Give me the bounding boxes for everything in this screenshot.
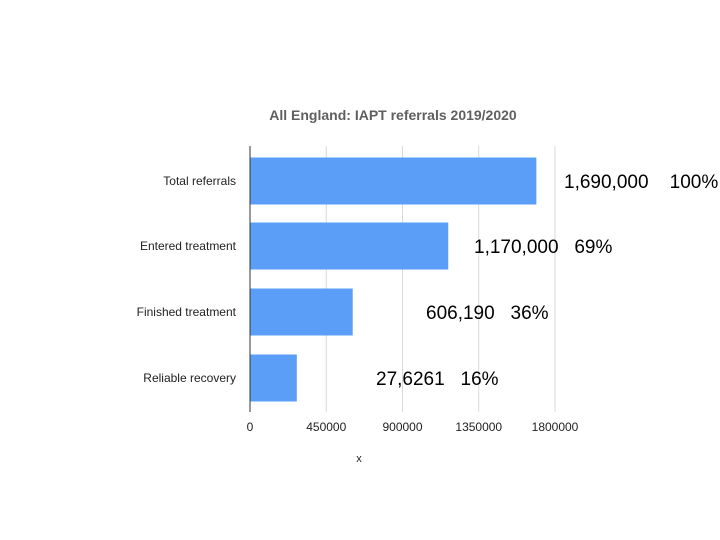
category-labels: Total referrals Entered treatment Finished… — [137, 174, 237, 385]
value-annotation: 606,190 36% — [426, 303, 549, 324]
x-tick-label: 0 — [247, 420, 254, 434]
bar — [250, 288, 353, 336]
chart-title: All England: IAPT referrals 2019/2020 — [269, 107, 517, 123]
x-tick-labels: 0 450000 900000 1350000 1800000 — [247, 420, 579, 434]
category-label: Total referrals — [163, 174, 236, 188]
category-label: Reliable recovery — [143, 371, 236, 385]
category-label: Entered treatment — [140, 239, 237, 253]
x-tick-label: 900000 — [382, 420, 422, 434]
bar — [250, 222, 449, 270]
x-tick-label: 450000 — [306, 420, 346, 434]
category-label: Finished treatment — [137, 305, 237, 319]
bar — [250, 157, 537, 205]
x-tick-label: 1800000 — [532, 420, 579, 434]
value-annotation: 1,690,000 100% — [564, 172, 718, 193]
x-tick-label: 1350000 — [455, 420, 502, 434]
x-axis-label: x — [356, 453, 362, 465]
value-annotations: 1,690,000 100% 1,170,000 69% 606,190 36% 27… — [376, 172, 718, 390]
value-annotation: 27,6261 16% — [376, 369, 499, 390]
bar — [250, 354, 297, 402]
bars — [250, 157, 537, 402]
value-annotation: 1,170,000 69% — [474, 237, 612, 258]
